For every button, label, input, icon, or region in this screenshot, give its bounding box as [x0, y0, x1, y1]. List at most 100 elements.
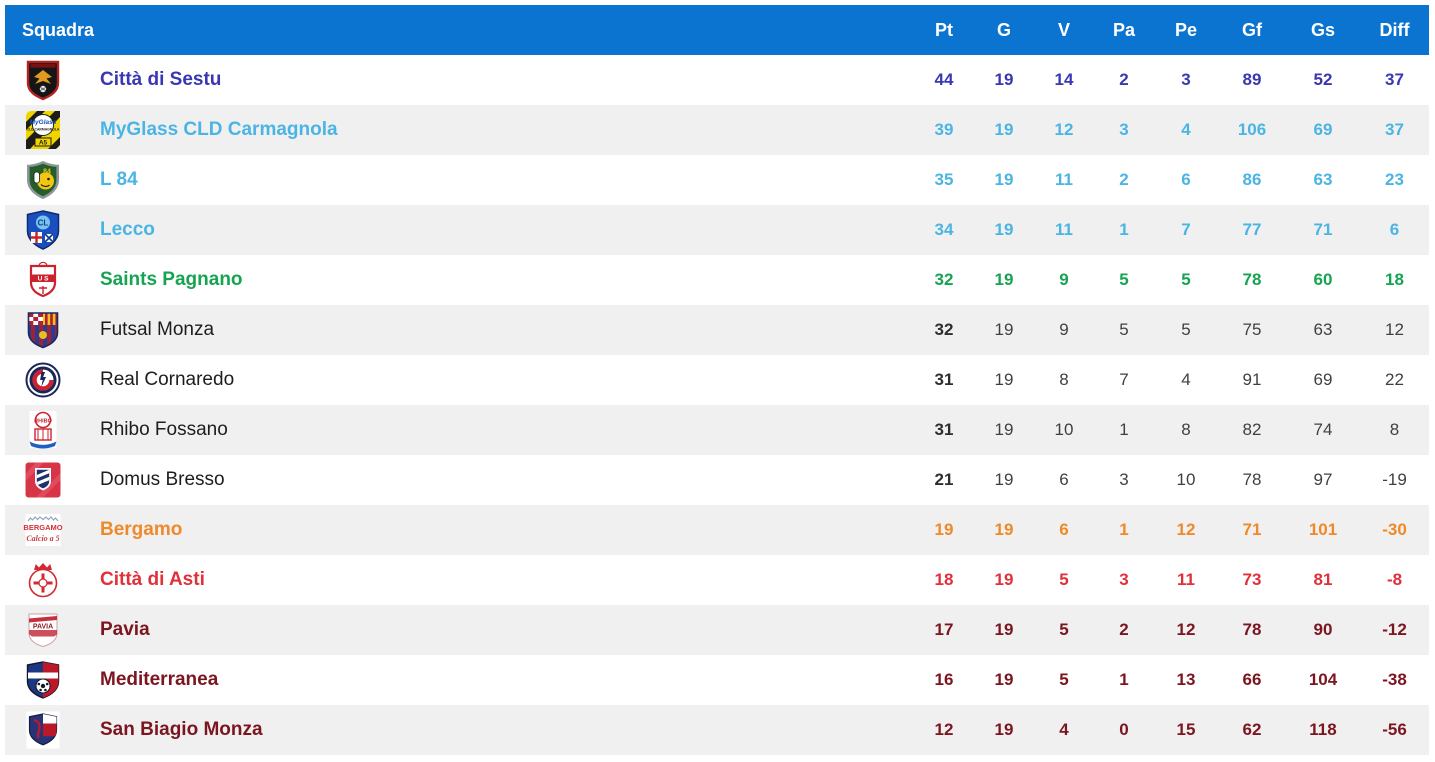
stat-v: 11	[1055, 220, 1073, 239]
table-row[interactable]: RHIBO Rhibo Fossano 31 19 10 1 8 82 74 8	[5, 405, 1429, 455]
table-row[interactable]: San Biagio Monza 12 19 4 0 15 62 118 -56	[5, 705, 1429, 755]
column-header-gf: Gf	[1242, 19, 1262, 40]
team-name[interactable]: MyGlass CLD Carmagnola	[100, 119, 338, 140]
standings-table: Squadra Pt G V Pa Pe Gf Gs Diff Città di…	[5, 5, 1429, 755]
stat-v: 12	[1054, 120, 1074, 139]
stat-pe: 15	[1176, 720, 1196, 739]
stat-pt: 31	[934, 420, 954, 439]
team-name[interactable]: San Biagio Monza	[100, 719, 263, 740]
sanbiagio-crest-icon	[22, 709, 64, 751]
team-name[interactable]: Lecco	[100, 219, 155, 240]
svg-text:Calcio a 5: Calcio a 5	[26, 534, 59, 543]
stat-gf: 86	[1242, 170, 1262, 189]
stat-v: 5	[1059, 620, 1069, 639]
table-row[interactable]: Mediterranea 16 19 5 1 13 66 104 -38	[5, 655, 1429, 705]
asti-crest-icon	[22, 559, 64, 601]
standings-body: Città di Sestu 44 19 14 2 3 89 52 37 MyG…	[5, 55, 1429, 755]
stat-g: 19	[994, 270, 1014, 289]
table-row[interactable]: Città di Sestu 44 19 14 2 3 89 52 37	[5, 55, 1429, 105]
team-name[interactable]: Mediterranea	[100, 669, 219, 690]
sestu-crest-icon	[22, 59, 64, 101]
stat-pe: 7	[1181, 220, 1191, 239]
stat-gs: 97	[1313, 470, 1333, 489]
team-name[interactable]: Bergamo	[100, 519, 183, 540]
stat-pa: 2	[1119, 170, 1129, 189]
table-row[interactable]: PAVIA CALCIO Pavia 17 19 5 2 12 78 90 -12	[5, 605, 1429, 655]
stat-diff: -8	[1386, 570, 1403, 589]
column-header-v: V	[1057, 19, 1070, 40]
stat-gf: 66	[1242, 670, 1262, 689]
stat-pt: 44	[934, 70, 954, 89]
stat-v: 10	[1054, 420, 1074, 439]
stat-pa: 1	[1119, 220, 1129, 239]
team-cell: Real Cornaredo	[5, 359, 914, 401]
stat-pe: 12	[1176, 520, 1196, 539]
stat-v: 5	[1059, 570, 1069, 589]
stat-gs: 69	[1313, 120, 1333, 139]
stat-pt: 34	[934, 220, 954, 239]
team-cell: MyGlass CLD CARMAGNOLA A5 MyGlass CLD Carm…	[5, 109, 914, 151]
bresso-crest-icon	[22, 459, 64, 501]
stat-v: 5	[1059, 670, 1069, 689]
team-name[interactable]: L 84	[100, 169, 138, 190]
team-cell: Città di Asti	[5, 559, 914, 601]
team-cell: RHIBO Rhibo Fossano	[5, 409, 914, 451]
team-name[interactable]: Città di Sestu	[100, 69, 222, 90]
team-cell: Mediterranea	[5, 659, 914, 701]
lecco-crest-icon: CL	[22, 209, 64, 251]
table-row[interactable]: 84 L 84 35 19 11 2 6 86 63 23	[5, 155, 1429, 205]
stat-gf: 71	[1242, 520, 1262, 539]
table-row[interactable]: U S Saints Pagnano 32 19 9 5 5 78 60 18	[5, 255, 1429, 305]
stat-g: 19	[994, 720, 1014, 739]
stat-v: 6	[1059, 470, 1069, 489]
stat-diff: 37	[1385, 70, 1404, 89]
team-name[interactable]: Real Cornaredo	[100, 369, 235, 390]
stat-g: 19	[994, 70, 1014, 89]
stat-gs: 74	[1313, 420, 1333, 439]
team-name[interactable]: Saints Pagnano	[100, 269, 243, 290]
stat-diff: 12	[1385, 320, 1404, 339]
stat-pt: 18	[934, 570, 954, 589]
stat-pe: 11	[1177, 570, 1195, 589]
svg-text:CLD CARMAGNOLA: CLD CARMAGNOLA	[27, 128, 60, 132]
stat-g: 19	[994, 520, 1014, 539]
stat-gf: 82	[1242, 420, 1262, 439]
team-cell: Domus Bresso	[5, 459, 914, 501]
stat-pe: 13	[1176, 670, 1196, 689]
team-name[interactable]: Domus Bresso	[100, 469, 225, 490]
svg-text:CALCIO: CALCIO	[32, 637, 54, 643]
team-cell: Futsal Monza	[5, 309, 914, 351]
stat-pe: 5	[1181, 320, 1191, 339]
team-name[interactable]: Città di Asti	[100, 569, 205, 590]
stat-v: 4	[1059, 720, 1069, 739]
stat-gs: 71	[1313, 220, 1333, 239]
table-row[interactable]: CL Lecco 34 19 11 1 7 77 71 6	[5, 205, 1429, 255]
table-row[interactable]: Real Cornaredo 31 19 8 7 4 91 69 22	[5, 355, 1429, 405]
column-header-diff: Diff	[1379, 19, 1410, 40]
stat-gf: 77	[1242, 220, 1262, 239]
bergamo-crest-icon: BERGAMO Calcio a 5	[22, 509, 64, 551]
table-row[interactable]: Domus Bresso 21 19 6 3 10 78 97 -19	[5, 455, 1429, 505]
column-header-pe: Pe	[1174, 19, 1198, 40]
stat-pt: 35	[934, 170, 954, 189]
stat-gs: 101	[1308, 520, 1338, 539]
table-row[interactable]: MyGlass CLD CARMAGNOLA A5 MyGlass CLD Carm…	[5, 105, 1429, 155]
table-row[interactable]: Futsal Monza 32 19 9 5 5 75 63 12	[5, 305, 1429, 355]
table-row[interactable]: BERGAMO Calcio a 5 Bergamo 19 19 6 1 12 7…	[5, 505, 1429, 555]
stat-gf: 106	[1237, 120, 1267, 139]
team-cell: BERGAMO Calcio a 5 Bergamo	[5, 509, 914, 551]
team-name[interactable]: Rhibo Fossano	[100, 419, 228, 440]
column-header-pa: Pa	[1112, 19, 1136, 40]
mediterranea-crest-icon	[22, 659, 64, 701]
futsalmonza-crest-icon	[22, 309, 64, 351]
stat-diff: 23	[1385, 170, 1404, 189]
svg-text:84: 84	[43, 169, 51, 176]
team-name[interactable]: Pavia	[100, 619, 150, 640]
stat-g: 19	[994, 670, 1014, 689]
stat-pe: 8	[1181, 420, 1191, 439]
stat-pe: 5	[1181, 270, 1191, 289]
stat-pe: 6	[1181, 170, 1191, 189]
team-name[interactable]: Futsal Monza	[100, 319, 215, 340]
stat-g: 19	[994, 120, 1014, 139]
table-row[interactable]: Città di Asti 18 19 5 3 11 73 81 -8	[5, 555, 1429, 605]
